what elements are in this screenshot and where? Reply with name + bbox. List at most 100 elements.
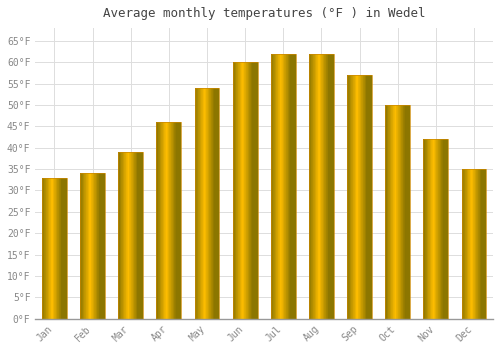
Bar: [327, 54, 328, 318]
Bar: [255, 62, 256, 318]
Bar: [440, 139, 441, 318]
Bar: [429, 139, 430, 318]
Bar: [399, 105, 400, 318]
Bar: [88, 173, 89, 318]
Bar: [274, 54, 275, 318]
Bar: [477, 169, 478, 318]
Bar: [98, 173, 100, 318]
Bar: [314, 54, 315, 318]
Bar: [249, 62, 250, 318]
Bar: [390, 105, 391, 318]
Bar: [386, 105, 410, 318]
Bar: [408, 105, 409, 318]
Bar: [467, 169, 468, 318]
Bar: [272, 54, 274, 318]
Bar: [484, 169, 485, 318]
Bar: [127, 152, 128, 318]
Bar: [138, 152, 140, 318]
Bar: [322, 54, 324, 318]
Bar: [160, 122, 161, 318]
Bar: [472, 169, 474, 318]
Bar: [92, 173, 93, 318]
Bar: [176, 122, 177, 318]
Bar: [247, 62, 248, 318]
Bar: [236, 62, 237, 318]
Bar: [462, 169, 486, 318]
Bar: [325, 54, 326, 318]
Bar: [278, 54, 279, 318]
Bar: [180, 122, 181, 318]
Bar: [276, 54, 277, 318]
Bar: [395, 105, 396, 318]
Bar: [312, 54, 314, 318]
Bar: [100, 173, 101, 318]
Bar: [101, 173, 102, 318]
Bar: [169, 122, 170, 318]
Bar: [471, 169, 472, 318]
Bar: [404, 105, 405, 318]
Bar: [83, 173, 84, 318]
Bar: [316, 54, 317, 318]
Bar: [44, 178, 45, 318]
Bar: [120, 152, 121, 318]
Bar: [348, 75, 349, 318]
Bar: [137, 152, 138, 318]
Bar: [126, 152, 127, 318]
Bar: [243, 62, 244, 318]
Bar: [135, 152, 136, 318]
Bar: [275, 54, 276, 318]
Bar: [237, 62, 238, 318]
Bar: [214, 88, 215, 318]
Bar: [444, 139, 445, 318]
Bar: [396, 105, 397, 318]
Bar: [280, 54, 281, 318]
Bar: [87, 173, 88, 318]
Bar: [445, 139, 446, 318]
Bar: [397, 105, 398, 318]
Bar: [164, 122, 165, 318]
Bar: [388, 105, 389, 318]
Bar: [118, 152, 119, 318]
Bar: [352, 75, 354, 318]
Bar: [170, 122, 172, 318]
Bar: [254, 62, 255, 318]
Bar: [241, 62, 242, 318]
Bar: [42, 178, 67, 318]
Bar: [320, 54, 321, 318]
Bar: [285, 54, 286, 318]
Bar: [128, 152, 129, 318]
Bar: [394, 105, 395, 318]
Bar: [350, 75, 351, 318]
Bar: [58, 178, 59, 318]
Bar: [46, 178, 47, 318]
Bar: [218, 88, 220, 318]
Bar: [438, 139, 439, 318]
Bar: [80, 173, 105, 318]
Bar: [166, 122, 167, 318]
Bar: [386, 105, 387, 318]
Bar: [158, 122, 159, 318]
Bar: [161, 122, 162, 318]
Bar: [194, 88, 195, 318]
Bar: [288, 54, 289, 318]
Bar: [201, 88, 202, 318]
Bar: [122, 152, 123, 318]
Bar: [235, 62, 236, 318]
Bar: [409, 105, 410, 318]
Bar: [50, 178, 51, 318]
Bar: [287, 54, 288, 318]
Bar: [480, 169, 481, 318]
Bar: [358, 75, 359, 318]
Bar: [430, 139, 431, 318]
Bar: [129, 152, 130, 318]
Bar: [156, 122, 157, 318]
Bar: [178, 122, 180, 318]
Bar: [401, 105, 402, 318]
Bar: [354, 75, 355, 318]
Bar: [250, 62, 252, 318]
Bar: [94, 173, 95, 318]
Bar: [246, 62, 247, 318]
Bar: [177, 122, 178, 318]
Bar: [45, 178, 46, 318]
Bar: [355, 75, 356, 318]
